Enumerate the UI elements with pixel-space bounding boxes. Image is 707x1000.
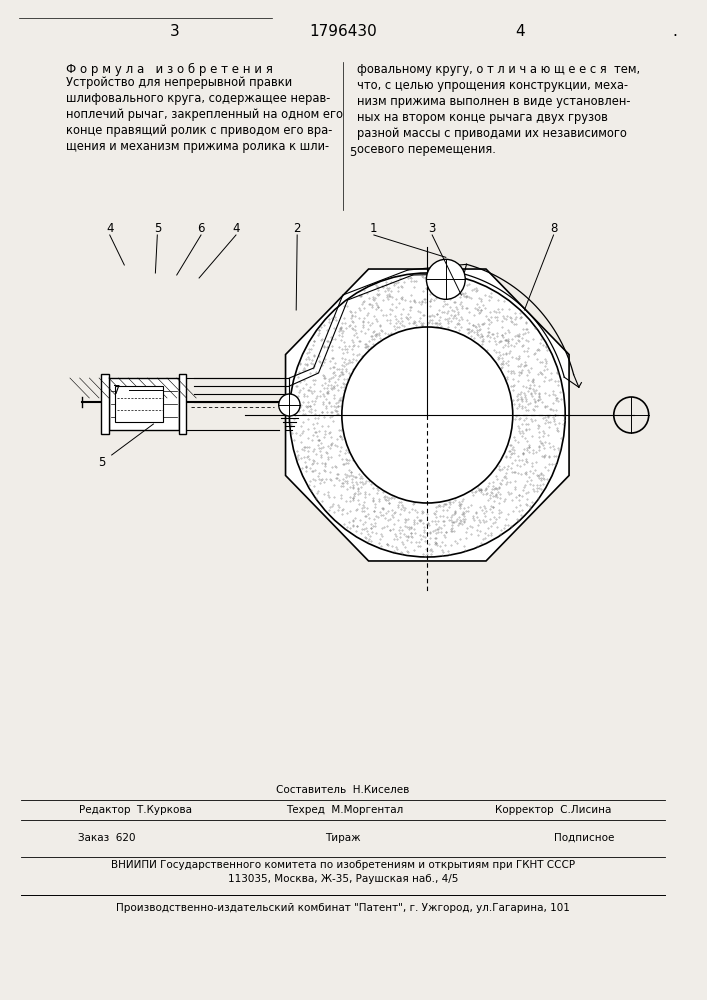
Circle shape <box>279 394 300 416</box>
Text: Техред  М.Моргентал: Техред М.Моргентал <box>286 805 404 815</box>
Text: Составитель  Н.Киселев: Составитель Н.Киселев <box>276 785 409 795</box>
Text: 113035, Москва, Ж-35, Раушская наб., 4/5: 113035, Москва, Ж-35, Раушская наб., 4/5 <box>228 874 458 884</box>
Text: 2: 2 <box>293 222 301 234</box>
Text: 5: 5 <box>153 222 161 234</box>
Text: Редактор  Т.Куркова: Редактор Т.Куркова <box>79 805 192 815</box>
Text: 8: 8 <box>550 222 557 234</box>
Polygon shape <box>286 269 569 561</box>
Text: 3: 3 <box>428 222 436 234</box>
Text: 4: 4 <box>515 24 525 39</box>
Bar <box>115 386 163 422</box>
Text: .: . <box>672 24 677 39</box>
Text: фовальному кругу, о т л и ч а ю щ е е с я  тем,
что, с целью упрощения конструкц: фовальному кругу, о т л и ч а ю щ е е с … <box>357 63 641 156</box>
Text: Ф о р м у л а   и з о б р е т е н и я: Ф о р м у л а и з о б р е т е н и я <box>66 63 273 76</box>
Text: 3: 3 <box>170 24 180 39</box>
Text: 1796430: 1796430 <box>309 24 377 39</box>
Text: Корректор  С.Лисина: Корректор С.Лисина <box>496 805 612 815</box>
Circle shape <box>342 327 513 503</box>
Circle shape <box>289 273 565 557</box>
Text: 4: 4 <box>232 222 240 234</box>
Bar <box>101 374 109 434</box>
Text: Подписное: Подписное <box>554 833 614 843</box>
Text: Тираж: Тираж <box>325 833 361 843</box>
Text: Производственно-издательский комбинат "Патент", г. Ужгород, ул.Гагарина, 101: Производственно-издательский комбинат "П… <box>116 903 570 913</box>
Text: 5: 5 <box>98 456 105 468</box>
Text: 4: 4 <box>106 222 114 234</box>
Text: 6: 6 <box>197 222 205 234</box>
Text: ВНИИПИ Государственного комитета по изобретениям и открытиям при ГКНТ СССР: ВНИИПИ Государственного комитета по изоб… <box>111 860 575 870</box>
Text: Устройство для непрерывной правки
шлифовального круга, содержащее нерав-
ноплечи: Устройство для непрерывной правки шлифов… <box>66 76 343 153</box>
Text: 5: 5 <box>350 146 357 159</box>
Circle shape <box>426 259 465 299</box>
Bar <box>179 374 187 434</box>
Text: 1: 1 <box>370 222 378 234</box>
Bar <box>109 378 179 430</box>
Text: Заказ  620: Заказ 620 <box>78 833 135 843</box>
Text: 7: 7 <box>113 383 120 396</box>
